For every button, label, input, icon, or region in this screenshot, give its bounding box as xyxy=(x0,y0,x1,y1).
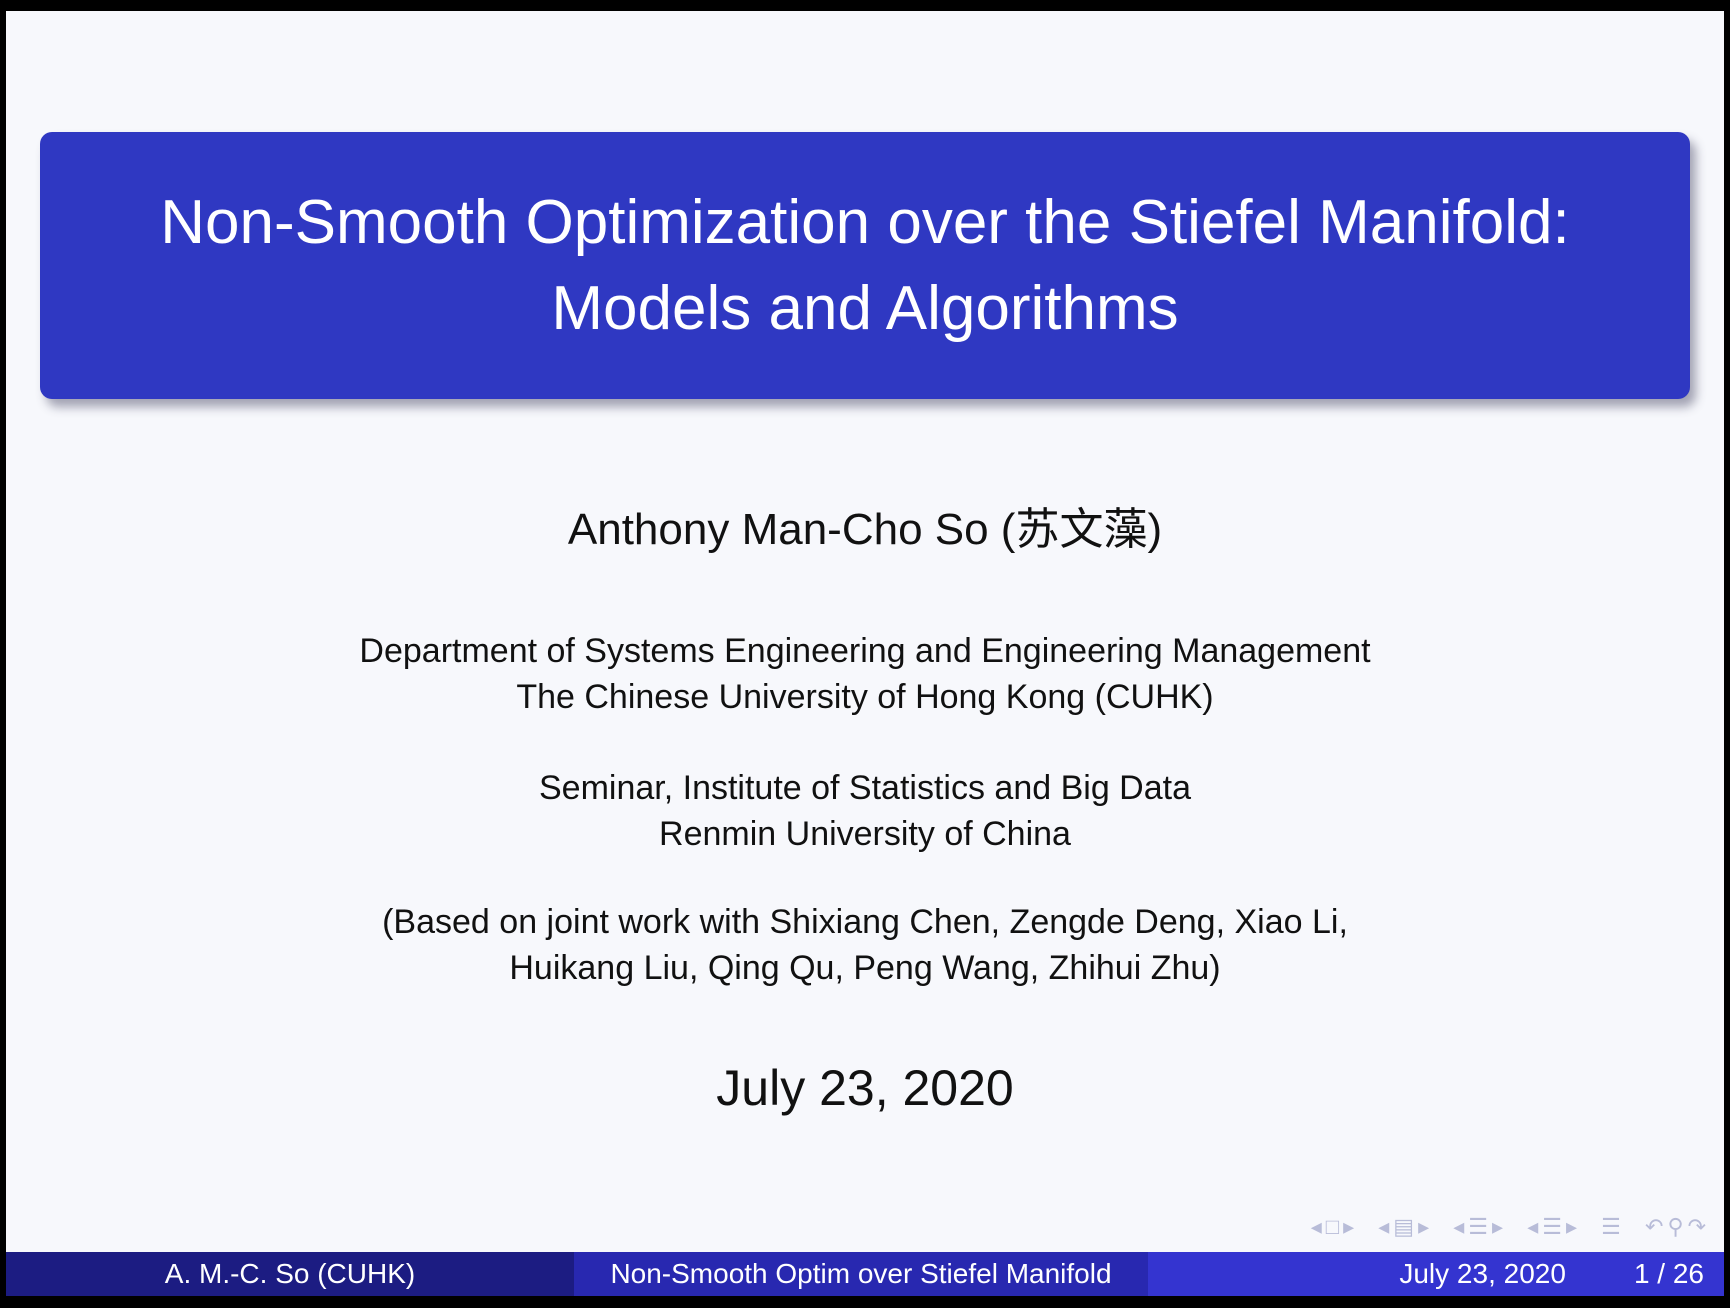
footer-bar: A. M.-C. So (CUHK) Non-Smooth Optim over… xyxy=(6,1252,1724,1296)
frame-nav-icon[interactable]: ◂□▸ xyxy=(1310,1214,1359,1239)
joint-work-line-1: (Based on joint work with Shixiang Chen,… xyxy=(382,903,1348,941)
title-line-1: Non-Smooth Optimization over the Stiefel… xyxy=(160,188,1570,257)
joint-work: (Based on joint work with Shixiang Chen,… xyxy=(6,899,1724,991)
back-icon[interactable]: ↶ xyxy=(1645,1214,1668,1239)
title-box: Non-Smooth Optimization over the Stiefel… xyxy=(40,132,1690,399)
slide: Non-Smooth Optimization over the Stiefel… xyxy=(6,11,1724,1252)
footer-short-title: Non-Smooth Optim over Stiefel Manifold xyxy=(610,1258,1112,1289)
footer-page-number: 1 / 26 xyxy=(1633,1258,1704,1289)
date: July 23, 2020 xyxy=(716,1060,1014,1116)
forward-icon[interactable]: ↷ xyxy=(1687,1214,1710,1239)
subsection-nav-icon[interactable]: ◂▤▸ xyxy=(1378,1214,1434,1239)
venue: Seminar, Institute of Statistics and Big… xyxy=(6,765,1724,857)
venue-line-1: Seminar, Institute of Statistics and Big… xyxy=(539,769,1191,807)
beamer-navigation: ◂□▸ ◂▤▸ ◂☰▸ ◂☰▸ ☰ ↶⚲↷ xyxy=(1301,1214,1710,1240)
footer-date: July 23, 2020 xyxy=(1399,1258,1566,1289)
author: Anthony Man-Cho So (苏文藻) xyxy=(567,505,1163,554)
outline-icon[interactable]: ☰ xyxy=(1601,1214,1625,1239)
joint-work-line-2: Huikang Liu, Qing Qu, Peng Wang, Zhihui … xyxy=(509,949,1221,987)
section-nav-icon[interactable]: ◂☰▸ xyxy=(1453,1214,1508,1239)
search-icon[interactable]: ⚲ xyxy=(1667,1214,1688,1239)
footer-author: A. M.-C. So (CUHK) xyxy=(164,1258,416,1289)
title-line-2: Models and Algorithms xyxy=(551,274,1179,343)
affiliation-line-1: Department of Systems Engineering and En… xyxy=(359,632,1371,670)
venue-line-2: Renmin University of China xyxy=(659,815,1071,853)
affiliation-line-2: The Chinese University of Hong Kong (CUH… xyxy=(516,678,1214,716)
document-nav-icon[interactable]: ◂☰▸ xyxy=(1527,1214,1582,1239)
affiliation: Department of Systems Engineering and En… xyxy=(6,628,1724,720)
